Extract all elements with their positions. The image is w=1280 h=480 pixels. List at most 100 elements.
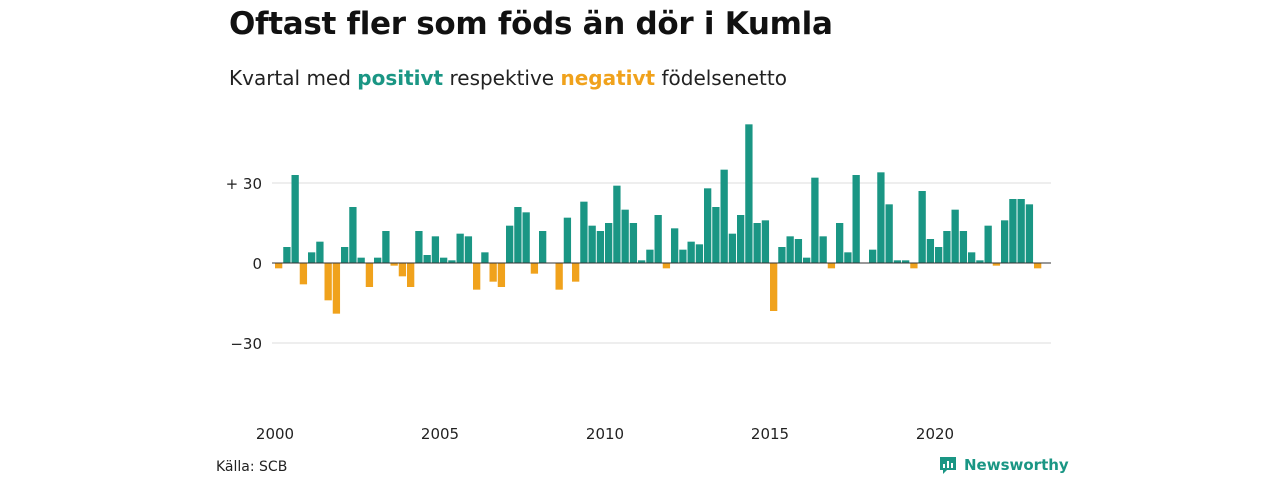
bar	[687, 241, 695, 263]
bar	[407, 263, 415, 287]
bar	[910, 263, 918, 269]
bar	[753, 223, 761, 263]
bar	[291, 175, 299, 263]
bar	[877, 172, 885, 263]
newsworthy-logo: Newsworthy	[938, 455, 1069, 475]
x-tick-label: 2005	[421, 425, 459, 443]
bar	[481, 252, 489, 263]
bar	[1017, 199, 1025, 263]
bar	[992, 263, 1001, 266]
bar	[1009, 199, 1017, 263]
bar	[349, 207, 357, 263]
bar	[341, 247, 349, 263]
bar	[530, 263, 539, 274]
bar	[671, 228, 679, 263]
bar	[646, 249, 654, 263]
bar	[448, 260, 456, 263]
bar	[819, 236, 827, 263]
bar	[662, 263, 671, 269]
bar	[588, 225, 596, 263]
bar	[299, 263, 308, 285]
bar	[464, 236, 473, 263]
bar	[332, 263, 341, 314]
bar	[728, 233, 737, 263]
bar	[803, 257, 811, 263]
brand-name: Newsworthy	[964, 456, 1069, 474]
chart-title: Oftast fler som föds än dör i Kumla	[229, 6, 833, 42]
bar	[679, 249, 687, 263]
bar	[580, 201, 588, 263]
y-tick-label: + 30	[226, 175, 262, 193]
bar	[951, 209, 959, 263]
bar	[497, 263, 506, 287]
subtitle-positive: positivt	[357, 66, 444, 90]
bar	[720, 169, 728, 263]
bar	[918, 191, 926, 263]
bar	[836, 223, 844, 263]
bar	[885, 204, 893, 263]
bar	[275, 263, 283, 269]
bar	[695, 244, 704, 263]
x-tick-label: 2010	[586, 425, 624, 443]
bar	[737, 215, 745, 263]
bar	[786, 236, 794, 263]
bar	[654, 215, 662, 263]
bar	[968, 252, 976, 263]
bar	[431, 236, 440, 263]
subtitle-negative: negativt	[560, 66, 656, 90]
bar	[440, 257, 448, 263]
subtitle-suffix: födelsenetto	[655, 66, 787, 90]
bar	[382, 231, 390, 263]
bar	[456, 233, 464, 263]
bar	[415, 231, 423, 263]
bar	[984, 225, 992, 263]
bar	[539, 231, 547, 263]
bar	[423, 255, 431, 263]
bar	[943, 231, 951, 263]
bar	[902, 260, 910, 263]
bar	[893, 260, 902, 263]
bar	[613, 185, 621, 263]
newsworthy-logo-icon	[940, 457, 956, 474]
bar	[794, 239, 803, 263]
bar	[374, 257, 382, 263]
bar	[316, 241, 324, 263]
bar	[827, 263, 836, 269]
bar	[308, 252, 316, 263]
chart-subtitle: Kvartal med positivt respektive negativt…	[229, 66, 787, 90]
x-tick-label: 2020	[916, 425, 954, 443]
bar	[365, 263, 374, 287]
bar	[390, 263, 398, 266]
bar	[489, 263, 497, 282]
bar	[1001, 220, 1009, 263]
bar	[563, 217, 572, 263]
bar	[1025, 204, 1034, 263]
bar	[844, 252, 852, 263]
bar	[869, 249, 877, 263]
bar	[621, 209, 629, 263]
bar	[976, 260, 984, 263]
bar	[778, 247, 786, 263]
bar	[572, 263, 580, 282]
bar	[935, 247, 943, 263]
source-label: Källa: SCB	[216, 459, 288, 475]
bar	[357, 257, 365, 263]
bar	[506, 225, 514, 263]
bar	[811, 177, 819, 263]
bar	[596, 231, 605, 263]
bar	[770, 263, 778, 311]
bar	[473, 263, 481, 290]
y-tick-label: 0	[252, 255, 262, 273]
x-tick-label: 2000	[256, 425, 294, 443]
subtitle-prefix: Kvartal med	[229, 66, 358, 90]
bar	[629, 223, 638, 263]
bar	[283, 247, 291, 263]
bar	[959, 231, 968, 263]
subtitle-middle: respektive	[443, 66, 561, 90]
bar	[522, 212, 530, 263]
bar	[1034, 263, 1042, 269]
bar	[324, 263, 332, 301]
bar	[555, 263, 563, 290]
bar	[852, 175, 860, 263]
